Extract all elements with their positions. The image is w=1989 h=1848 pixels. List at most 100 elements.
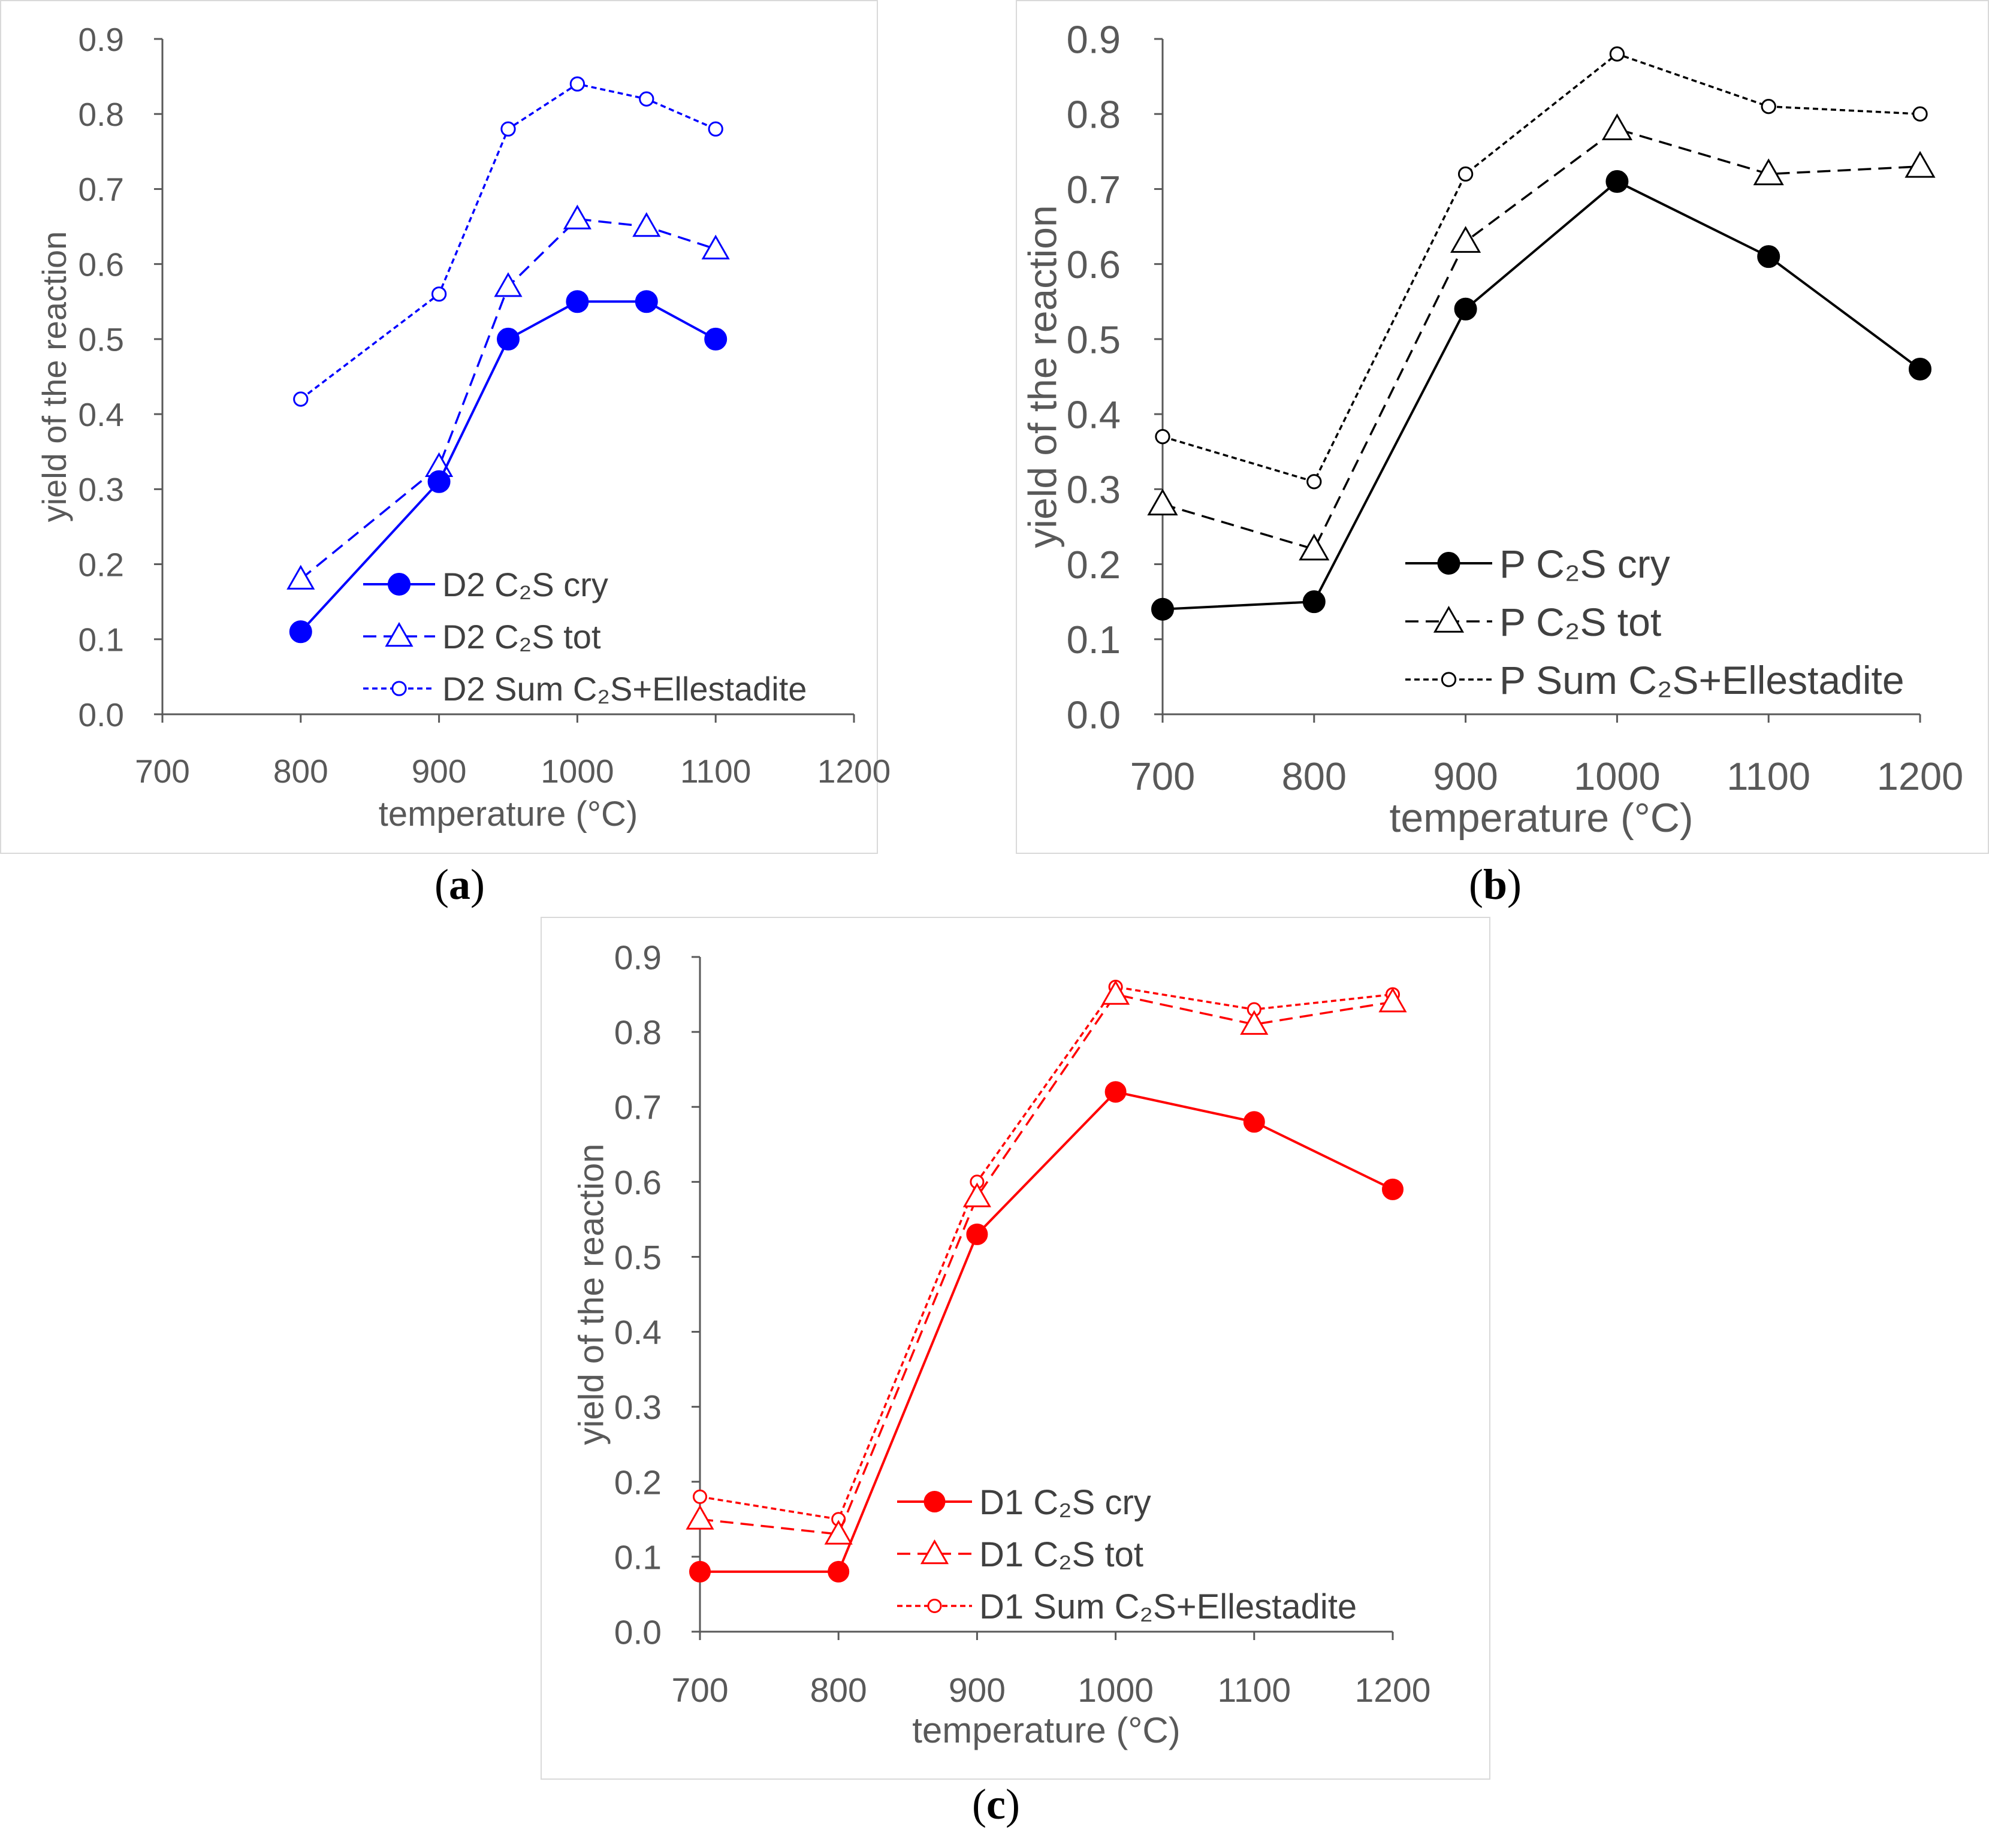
y-tick-label: 0.2 <box>614 1463 662 1502</box>
x-axis-label: temperature (°C) <box>912 1710 1180 1750</box>
data-point <box>689 1560 711 1583</box>
data-point <box>1306 474 1322 490</box>
caption-open: ( <box>972 1780 986 1828</box>
legend-label: D1 C₂S cry <box>979 1483 1151 1522</box>
y-tick-label: 0.9 <box>614 939 662 977</box>
series-line <box>699 993 1393 1536</box>
data-point <box>1912 106 1928 122</box>
series-line <box>1162 128 1921 551</box>
data-point <box>632 212 661 237</box>
chart-a: 700 800 900 1000 1100 1200 0.0 0.1 0.2 0.3 0.4 0.5 0… <box>0 0 891 854</box>
data-point <box>1299 533 1330 561</box>
series-1 <box>689 1081 1404 1583</box>
data-point <box>1457 166 1474 182</box>
x-tick-label: 700 <box>1130 754 1195 798</box>
data-point <box>639 91 654 107</box>
data-point <box>1240 1010 1269 1035</box>
series-3 <box>293 76 723 407</box>
legend-label: D2 C₂S cry <box>442 566 608 603</box>
data-point <box>692 1489 708 1504</box>
series-3 <box>692 980 1401 1527</box>
y-tick-label: 0.0 <box>614 1614 662 1652</box>
data-point <box>1382 1178 1404 1200</box>
caption-open: ( <box>434 860 449 908</box>
chart-caption: (b) <box>1469 860 1522 908</box>
x-tick-label: 700 <box>135 753 190 790</box>
data-point <box>828 1560 850 1583</box>
y-tick-label: 0.8 <box>79 96 124 133</box>
x-axis-label: temperature (°C) <box>379 795 638 834</box>
x-tick-label: 1200 <box>1355 1671 1431 1710</box>
series-line <box>300 218 716 580</box>
y-tick-label: 0.5 <box>79 321 124 358</box>
data-point <box>1302 590 1326 614</box>
data-point <box>1753 158 1784 186</box>
data-point <box>1609 46 1625 62</box>
x-tick-label: 1100 <box>1727 754 1810 798</box>
series-2 <box>686 980 1407 1545</box>
x-tick-label: 1000 <box>1574 754 1661 798</box>
data-point <box>431 286 447 302</box>
y-tick-label: 0.4 <box>79 396 124 433</box>
data-point <box>286 564 315 590</box>
data-point <box>701 234 730 259</box>
data-point <box>1454 297 1477 321</box>
x-axis-label: temperature (°C) <box>1389 795 1693 841</box>
series-2 <box>1147 113 1936 561</box>
series-1 <box>289 290 728 644</box>
y-tick-label: 0.9 <box>79 21 124 58</box>
series-line <box>699 986 1393 1521</box>
data-point <box>920 1539 949 1565</box>
data-point <box>1147 488 1178 516</box>
y-tick-label: 0.7 <box>614 1089 662 1127</box>
x-tick-label: 900 <box>1433 754 1498 798</box>
y-tick-label: 0.4 <box>1067 393 1121 437</box>
data-point <box>1601 113 1632 141</box>
x-tick-label: 1100 <box>1218 1671 1291 1710</box>
legend: D1 C₂S cry D1 C₂S tot D1 Sum C₂S+Ellestadi… <box>897 1483 1357 1626</box>
data-point <box>1437 552 1460 575</box>
chart-caption: (a) <box>434 860 485 908</box>
chart-frame <box>1016 0 1989 854</box>
data-point <box>293 391 309 407</box>
data-point <box>927 1598 942 1614</box>
y-tick-label: 0.5 <box>614 1239 662 1277</box>
legend-label: D2 Sum C₂S+Ellestadite <box>442 670 807 708</box>
x-tick-label: 1000 <box>1077 1671 1154 1710</box>
y-tick-label: 0.7 <box>1067 168 1121 212</box>
caption-close: ) <box>470 860 485 908</box>
data-point <box>704 327 728 351</box>
data-point <box>494 272 523 297</box>
x-tick-label: 900 <box>412 753 467 790</box>
legend: P C₂S cry P C₂S tot P Sum C₂S+Ellestadite <box>1405 542 1905 702</box>
y-tick-label: 0.3 <box>79 471 124 508</box>
data-point <box>1757 245 1780 268</box>
data-point <box>1104 1081 1127 1103</box>
data-point <box>1761 99 1776 114</box>
x-tick-label: 700 <box>671 1671 728 1710</box>
data-point <box>1155 429 1170 445</box>
data-point <box>385 621 414 647</box>
legend: D2 C₂S cry D2 C₂S tot D2 Sum C₂S+Ellestadi… <box>363 566 807 708</box>
y-tick-label: 0.7 <box>79 171 124 208</box>
x-tick-label: 900 <box>949 1671 1006 1710</box>
y-tick-label: 0.8 <box>614 1014 662 1052</box>
legend-label: D2 C₂S tot <box>442 618 601 656</box>
data-point <box>923 1491 946 1512</box>
y-tick-label: 0.6 <box>614 1164 662 1202</box>
caption-letter: b <box>1483 860 1507 908</box>
x-tick-label: 800 <box>273 753 328 790</box>
data-point <box>708 121 723 137</box>
data-point <box>391 681 407 696</box>
legend-label: D1 Sum C₂S+Ellestadite <box>979 1587 1357 1626</box>
data-point <box>388 573 411 596</box>
series-line <box>700 1091 1393 1573</box>
y-tick-label: 0.0 <box>1067 693 1121 736</box>
caption-letter: a <box>449 860 470 908</box>
data-point <box>1909 357 1931 381</box>
data-point <box>566 290 589 313</box>
x-tick-label: 1200 <box>817 753 891 790</box>
y-tick-label: 0.4 <box>614 1313 662 1352</box>
data-point <box>497 327 520 351</box>
legend-label: P C₂S cry <box>1499 542 1670 586</box>
